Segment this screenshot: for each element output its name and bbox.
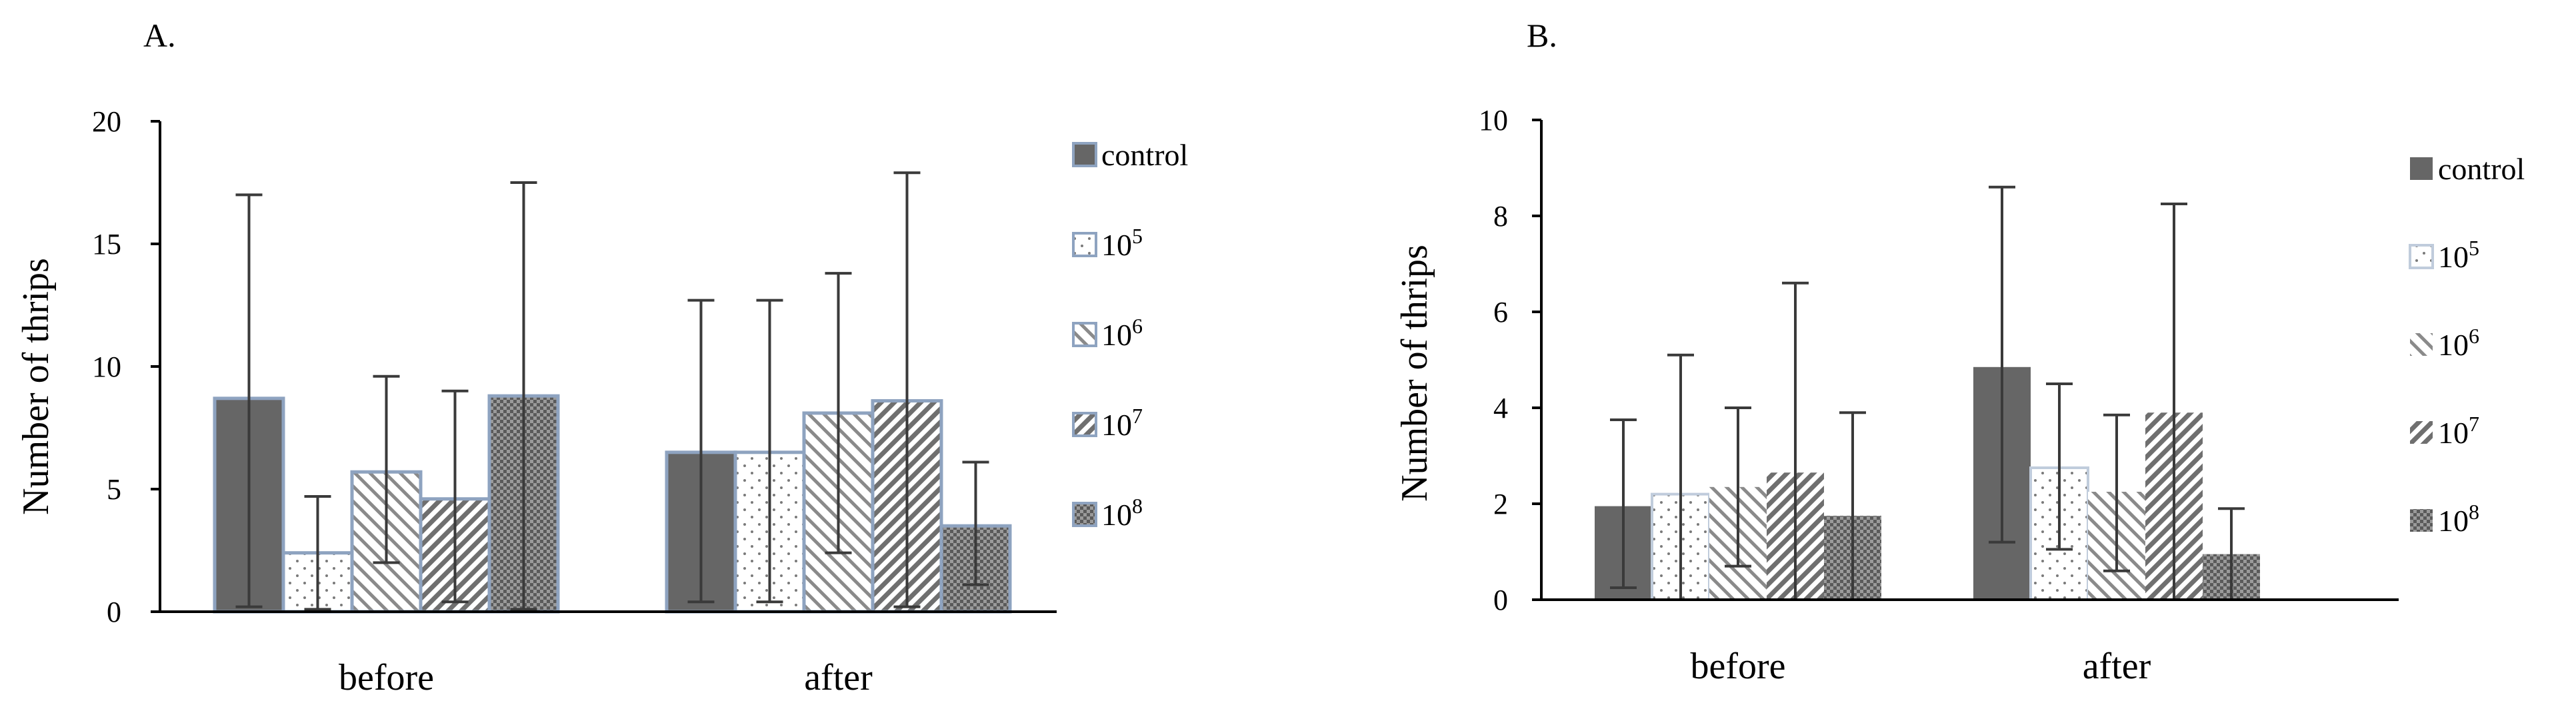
panel-b-legend-item: 106 [2410, 324, 2479, 362]
panel-a-legend-swatch [1072, 412, 1097, 437]
panel-b-y-tick-label: 6 [1493, 296, 1508, 329]
panel-b-error-bar-after-10e5 [2046, 382, 2073, 551]
panel-b-y-tick-label: 8 [1493, 200, 1508, 233]
panel-b-legend-item: control [2410, 152, 2525, 186]
panel-a-legend-label: 107 [1101, 404, 1143, 442]
panel-a-legend-label: 108 [1101, 494, 1143, 532]
panel-a-error-bar-before-10e7 [441, 389, 469, 604]
panel-a-error-bar-before-control [235, 193, 263, 608]
panel-a-legend-item: 107 [1072, 404, 1143, 442]
panel-b-y-tick-label: 10 [1479, 104, 1508, 137]
panel-b-error-bar-after-10e6 [2103, 413, 2130, 572]
panel-a-y-tick-label: 15 [92, 228, 121, 261]
panel-a-legend-swatch [1072, 232, 1097, 257]
panel-a-y-tick-label: 20 [92, 105, 121, 138]
panel-b-y-tick-label: 2 [1493, 488, 1508, 520]
panel-b-label: B. [1527, 17, 1557, 54]
panel-a-y-tick-label: 0 [107, 596, 121, 628]
panel-b-legend: control 105 106 107 108 [2409, 152, 2525, 538]
panel-a-error-bar-after-10e6 [825, 272, 852, 554]
panel-a-legend-label: 105 [1101, 224, 1143, 262]
panel-a-legend-item: control [1072, 138, 1188, 172]
panel-b-error-bar-before-control [1610, 418, 1637, 589]
panel-a-error-bar-after-10e5 [756, 299, 783, 604]
panel-a-legend-swatch [1072, 502, 1097, 527]
panel-b-x-category-label: after [2083, 646, 2151, 687]
panel-b-legend-label: 106 [2438, 324, 2479, 362]
panel-a-x-category-label: before [339, 657, 434, 698]
panel-b-legend-swatch [2410, 421, 2433, 444]
panel-b-legend-item: 105 [2409, 236, 2479, 274]
panel-b-error-bar-after-control [1989, 185, 2015, 544]
panel-b-legend-label: control [2438, 152, 2525, 186]
panel-a-error-bar-after-10e7 [893, 171, 921, 608]
panel-b-x-category-label: before [1690, 646, 1785, 687]
panel-b-error-bar-before-10e6 [1725, 406, 1751, 568]
panel-b-legend-swatch [2410, 509, 2433, 532]
panel-a-legend-item: 106 [1072, 314, 1143, 352]
panel-a-error-bar-before-10e5 [304, 495, 331, 611]
panel-a-legend-label: control [1101, 138, 1188, 172]
panel-a-error-bar-after-control [687, 299, 715, 604]
panel-a-legend-item: 108 [1072, 494, 1143, 532]
panel-a-legend-item: 105 [1072, 224, 1143, 262]
panel-a-error-bar-before-10e6 [373, 374, 400, 564]
panel-a-error-bar-after-10e8 [962, 460, 989, 586]
panel-a-plot-area: 0 5 10 15 20 before after [92, 105, 1057, 698]
panel-b-legend-label: 105 [2438, 236, 2479, 274]
panel-b-y-axis-label: Number of thrips [1394, 245, 1435, 502]
panel-a-error-bar-before-10e8 [510, 181, 537, 611]
panel-a-label: A. [143, 17, 176, 54]
panel-a-legend: control 105 106 107 108 [1072, 138, 1188, 532]
panel-b-y-tick-label: 0 [1493, 584, 1508, 616]
panel-b-legend-item: 107 [2410, 412, 2479, 450]
panel-b-legend-item: 108 [2410, 500, 2479, 538]
panel-b-legend-swatch [2410, 333, 2433, 356]
panel-a-y-tick-label: 10 [92, 351, 121, 383]
panel-b: B. Number of thrips 0 2 4 6 8 10 before after c… [1394, 17, 2525, 687]
panel-b-legend-swatch [2410, 157, 2433, 180]
panel-a-legend-label: 106 [1101, 314, 1143, 352]
panel-b-y-tick-label: 4 [1493, 392, 1508, 424]
panel-b-legend-label: 107 [2438, 412, 2479, 450]
panel-b-legend-label: 108 [2438, 500, 2479, 538]
panel-a-x-category-label: after [804, 657, 873, 698]
panel-b-legend-swatch [2409, 244, 2434, 269]
panel-a-legend-swatch [1072, 142, 1097, 167]
panel-b-plot-area: 0 2 4 6 8 10 before after [1479, 104, 2399, 687]
panel-a-legend-swatch [1072, 322, 1097, 347]
panel-a-y-axis-label: Number of thrips [15, 258, 57, 515]
panel-a-y-tick-label: 5 [107, 473, 121, 506]
